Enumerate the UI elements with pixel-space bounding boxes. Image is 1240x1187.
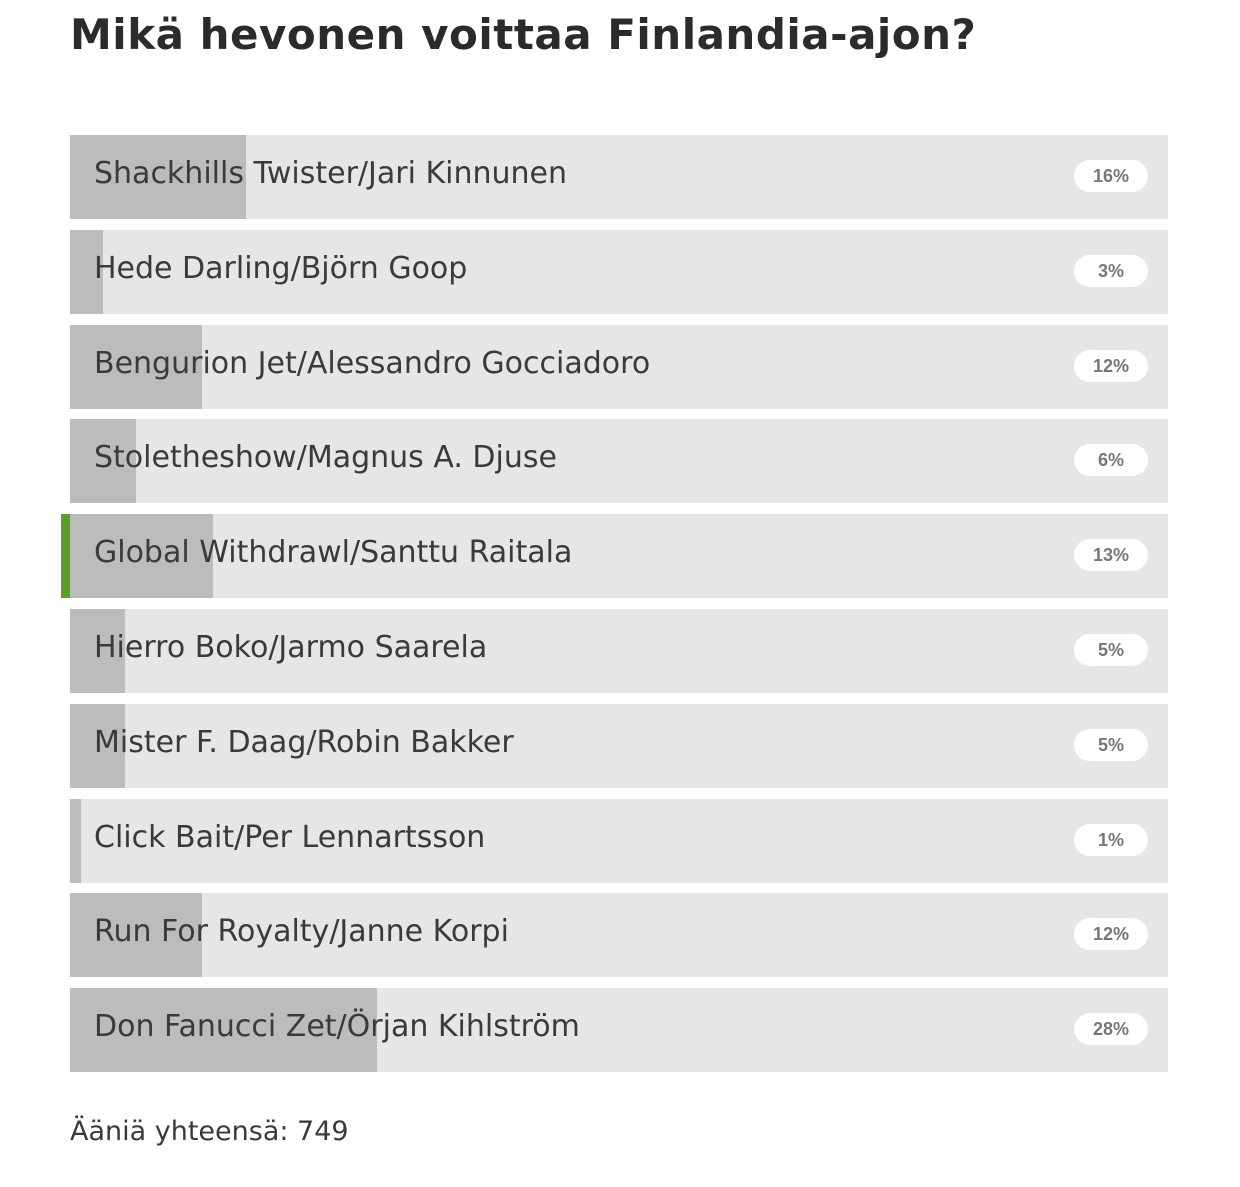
poll-option[interactable]: Hede Darling/Björn Goop 3% xyxy=(70,229,1168,314)
vote-total: Ääniä yhteensä: 749 xyxy=(70,1116,349,1147)
result-bar xyxy=(70,608,125,693)
percent-badge: 5% xyxy=(1074,728,1148,761)
percent-badge: 6% xyxy=(1074,444,1148,477)
result-bar xyxy=(70,798,81,883)
option-label: Don Fanucci Zet/Örjan Kihlström xyxy=(94,1009,580,1045)
option-label: Global Withdrawl/Santtu Raitala xyxy=(94,535,573,571)
poll-option[interactable]: Click Bait/Per Lennartsson 1% xyxy=(70,798,1168,883)
option-label: Shackhills Twister/Jari Kinnunen xyxy=(94,156,567,191)
result-bar xyxy=(70,703,125,788)
poll-option[interactable]: Don Fanucci Zet/Örjan Kihlström 28% xyxy=(70,988,1168,1073)
option-label: Mister F. Daag/Robin Bakker xyxy=(94,724,514,760)
poll-option[interactable]: Bengurion Jet/Alessandro Gocciadoro 12% xyxy=(70,324,1168,409)
percent-badge: 12% xyxy=(1074,918,1148,951)
poll-options: Shackhills Twister/Jari Kinnunen 16% Hed… xyxy=(61,135,1168,1083)
result-bar xyxy=(70,514,213,599)
percent-badge: 3% xyxy=(1074,254,1148,287)
result-bar xyxy=(70,893,202,978)
option-label: Stoletheshow/Magnus A. Djuse xyxy=(94,440,557,476)
result-bar xyxy=(70,988,378,1073)
option-label: Bengurion Jet/Alessandro Gocciadoro xyxy=(94,345,651,381)
poll-option[interactable]: Run For Royalty/Janne Korpi 12% xyxy=(70,893,1168,978)
option-label: Hede Darling/Björn Goop xyxy=(94,250,468,286)
result-bar xyxy=(70,419,136,504)
option-label: Click Bait/Per Lennartsson xyxy=(94,819,486,855)
result-bar xyxy=(70,229,103,314)
poll-option[interactable]: Global Withdrawl/Santtu Raitala 13% xyxy=(61,514,1168,599)
result-bar xyxy=(70,135,246,219)
poll-option[interactable]: Mister F. Daag/Robin Bakker 5% xyxy=(70,703,1168,788)
percent-badge: 16% xyxy=(1074,160,1148,192)
option-label: Hierro Boko/Jarmo Saarela xyxy=(94,629,488,665)
poll-option[interactable]: Shackhills Twister/Jari Kinnunen 16% xyxy=(70,135,1168,219)
poll-option[interactable]: Hierro Boko/Jarmo Saarela 5% xyxy=(70,608,1168,693)
percent-badge: 1% xyxy=(1074,823,1148,856)
poll-title: Mikä hevonen voittaa Finlandia-ajon? xyxy=(70,10,977,59)
percent-badge: 28% xyxy=(1074,1013,1148,1046)
percent-badge: 13% xyxy=(1074,539,1148,572)
result-bar xyxy=(70,324,202,409)
poll-option[interactable]: Stoletheshow/Magnus A. Djuse 6% xyxy=(70,419,1168,504)
option-label: Run For Royalty/Janne Korpi xyxy=(94,914,509,950)
percent-badge: 5% xyxy=(1074,633,1148,666)
percent-badge: 12% xyxy=(1074,349,1148,382)
